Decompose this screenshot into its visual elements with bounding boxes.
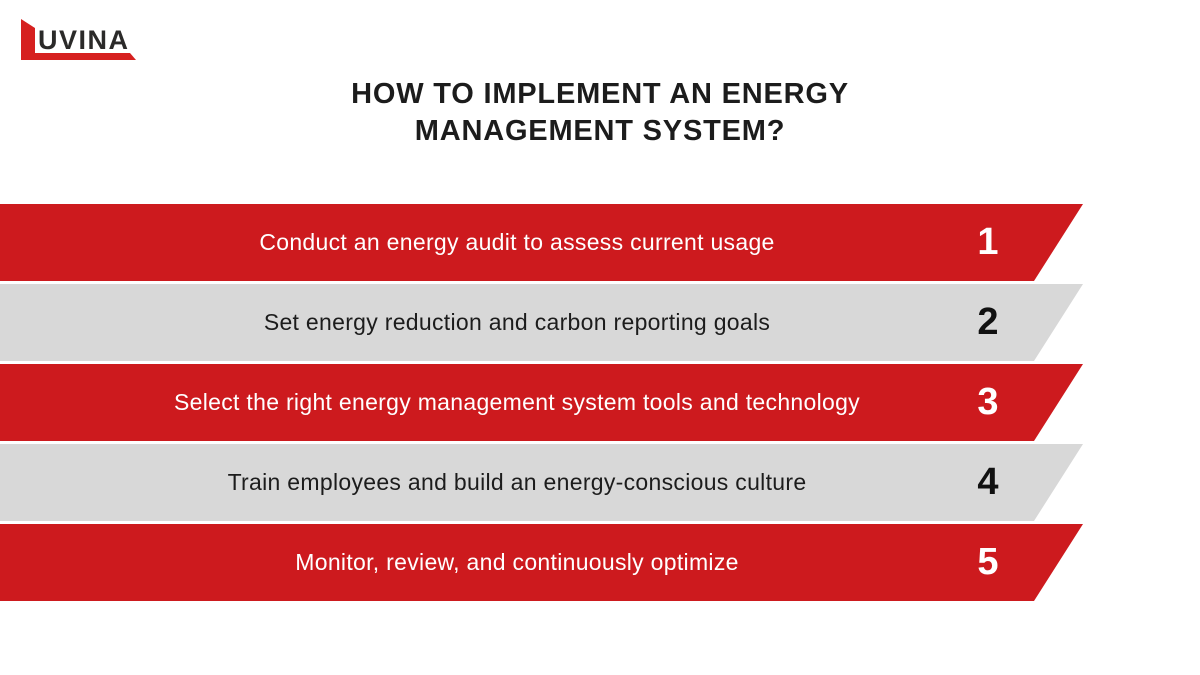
step-row-4: Train employees and build an energy-cons…: [0, 444, 1083, 521]
step-row-3: Select the right energy management syste…: [0, 364, 1083, 441]
step-label: Monitor, review, and continuously optimi…: [295, 549, 739, 575]
step-label: Train employees and build an energy-cons…: [227, 469, 807, 495]
luvina-logo: UVINA: [21, 16, 139, 60]
step-row-2: Set energy reduction and carbon reportin…: [0, 284, 1083, 361]
step-number: 1: [977, 221, 999, 263]
logo-wordmark: UVINA: [38, 25, 130, 55]
steps-list: Conduct an energy audit to assess curren…: [0, 204, 1083, 604]
step-number: 4: [977, 461, 999, 503]
step-label: Select the right energy management syste…: [174, 389, 860, 415]
page-title-line2: MANAGEMENT SYSTEM?: [414, 115, 786, 147]
step-row-5: Monitor, review, and continuously optimi…: [0, 524, 1083, 601]
step-label: Conduct an energy audit to assess curren…: [259, 229, 775, 255]
page-title-line1: HOW TO IMPLEMENT AN ENERGY: [351, 78, 849, 110]
logo-red-l-icon: [21, 19, 136, 60]
page-title: HOW TO IMPLEMENT AN ENERGY MANAGEMENT SY…: [0, 76, 1200, 150]
step-row-1: Conduct an energy audit to assess curren…: [0, 204, 1083, 281]
step-number: 2: [977, 301, 999, 343]
step-number: 3: [977, 381, 999, 423]
step-label: Set energy reduction and carbon reportin…: [263, 309, 771, 335]
step-number: 5: [977, 541, 999, 583]
